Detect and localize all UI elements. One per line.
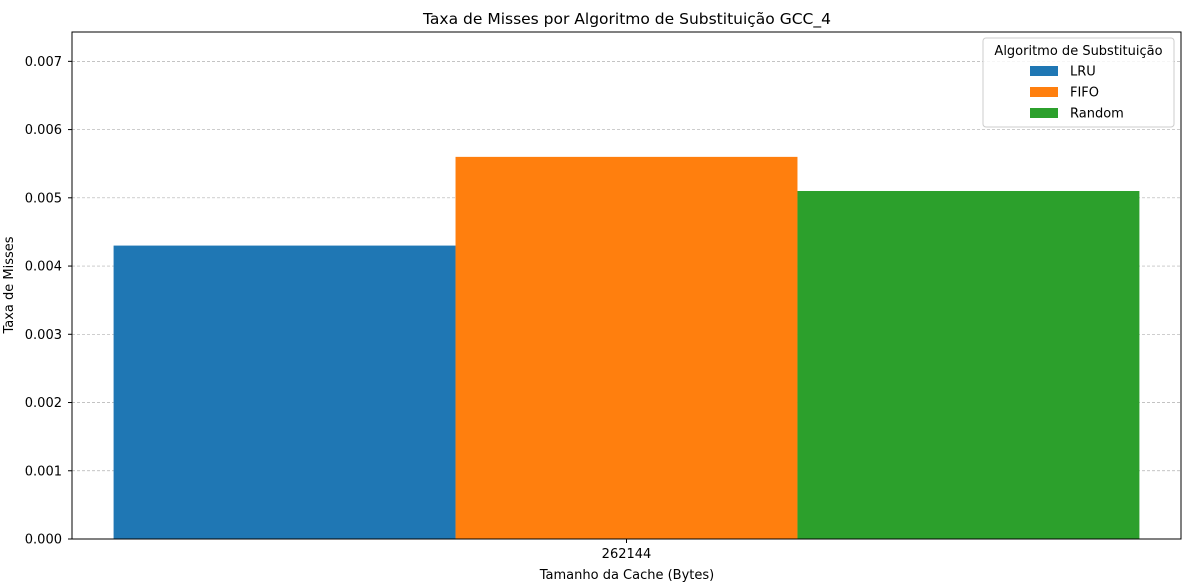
legend-swatch-lru xyxy=(1030,66,1058,76)
y-axis: 0.000 0.001 0.002 0.003 0.004 0.005 0.006 0.007 xyxy=(25,55,72,548)
legend-swatch-random xyxy=(1030,108,1058,118)
legend-label-fifo: FIFO xyxy=(1070,86,1099,101)
legend-label-lru: LRU xyxy=(1070,65,1096,80)
legend: Algoritmo de Substituição LRU FIFO Random xyxy=(982,37,1175,128)
y-tick-label: 0.004 xyxy=(25,260,62,275)
x-tick-label: 262144 xyxy=(602,547,652,562)
legend-box xyxy=(982,37,1175,128)
y-tick-label: 0.002 xyxy=(25,396,62,411)
y-tick-label: 0.006 xyxy=(25,123,62,138)
bar-random xyxy=(797,190,1140,539)
y-tick-label: 0.000 xyxy=(25,533,62,548)
chart-title: Taxa de Misses por Algoritmo de Substitu… xyxy=(422,10,831,29)
y-axis-title: Taxa de Misses xyxy=(2,236,17,334)
bars xyxy=(113,156,1140,540)
y-tick-label: 0.003 xyxy=(25,328,62,343)
bar-lru xyxy=(113,245,456,539)
legend-label-random: Random xyxy=(1070,107,1124,122)
x-axis-title: Tamanho da Cache (Bytes) xyxy=(539,568,714,583)
x-axis: 262144 xyxy=(602,539,652,562)
y-tick-label: 0.001 xyxy=(25,464,62,479)
legend-swatch-fifo xyxy=(1030,87,1058,97)
legend-title: Algoritmo de Substituição xyxy=(994,44,1162,59)
y-tick-label: 0.007 xyxy=(25,55,62,70)
bar-fifo xyxy=(455,156,798,540)
y-tick-label: 0.005 xyxy=(25,191,62,206)
